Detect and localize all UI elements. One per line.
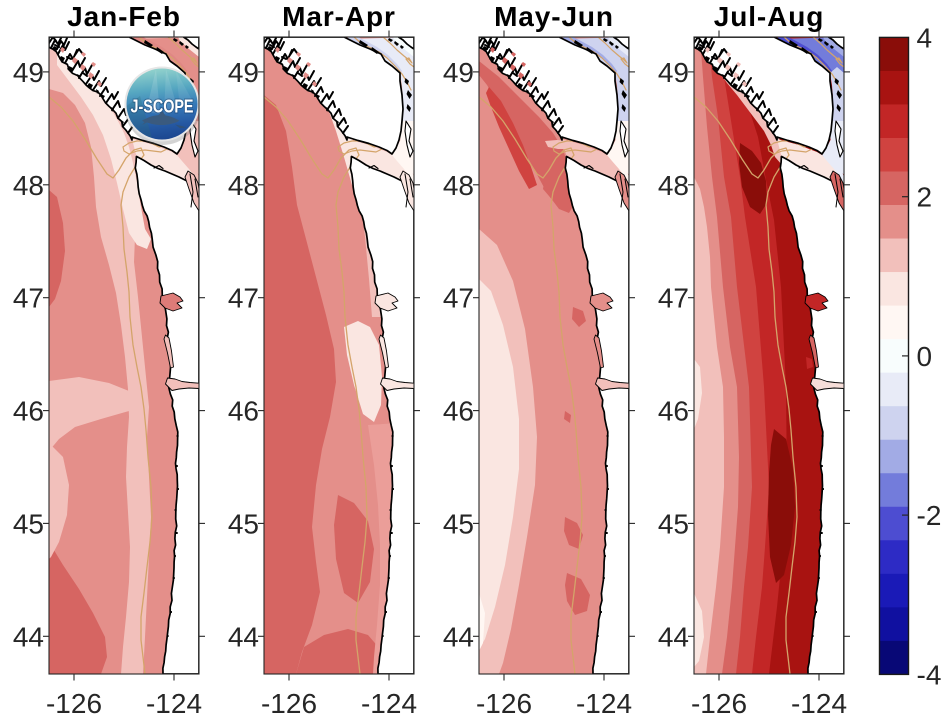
svg-text:-126: -126 bbox=[476, 688, 532, 718]
svg-text:48: 48 bbox=[13, 170, 44, 201]
svg-text:49: 49 bbox=[443, 57, 474, 88]
svg-text:49: 49 bbox=[13, 57, 44, 88]
svg-text:45: 45 bbox=[443, 508, 474, 539]
svg-text:49: 49 bbox=[658, 57, 689, 88]
svg-text:45: 45 bbox=[13, 508, 44, 539]
svg-text:47: 47 bbox=[658, 283, 689, 314]
svg-text:46: 46 bbox=[658, 396, 689, 427]
svg-text:44: 44 bbox=[443, 621, 474, 652]
svg-text:Jan-Feb: Jan-Feb bbox=[67, 1, 181, 32]
svg-text:49: 49 bbox=[228, 57, 259, 88]
svg-text:0: 0 bbox=[917, 341, 933, 372]
svg-text:-124: -124 bbox=[361, 688, 417, 718]
svg-text:45: 45 bbox=[228, 508, 259, 539]
svg-text:46: 46 bbox=[13, 396, 44, 427]
svg-text:-124: -124 bbox=[791, 688, 847, 718]
svg-text:44: 44 bbox=[228, 621, 259, 652]
svg-text:Jul-Aug: Jul-Aug bbox=[714, 1, 825, 32]
svg-text:46: 46 bbox=[443, 396, 474, 427]
svg-text:47: 47 bbox=[13, 283, 44, 314]
svg-text:48: 48 bbox=[228, 170, 259, 201]
svg-text:-126: -126 bbox=[691, 688, 747, 718]
svg-text:44: 44 bbox=[13, 621, 44, 652]
svg-text:48: 48 bbox=[658, 170, 689, 201]
svg-text:2: 2 bbox=[917, 182, 933, 213]
svg-text:-124: -124 bbox=[146, 688, 202, 718]
svg-text:Mar-Apr: Mar-Apr bbox=[282, 1, 396, 32]
svg-text:47: 47 bbox=[443, 283, 474, 314]
svg-text:-4: -4 bbox=[917, 659, 942, 690]
svg-text:47: 47 bbox=[228, 283, 259, 314]
svg-text:-2: -2 bbox=[917, 500, 942, 531]
svg-text:44: 44 bbox=[658, 621, 689, 652]
svg-text:J-SCOPE: J-SCOPE bbox=[131, 96, 194, 116]
svg-text:-126: -126 bbox=[46, 688, 102, 718]
svg-text:-126: -126 bbox=[261, 688, 317, 718]
svg-text:May-Jun: May-Jun bbox=[494, 1, 614, 32]
svg-text:4: 4 bbox=[917, 22, 933, 53]
svg-text:-124: -124 bbox=[576, 688, 632, 718]
svg-text:48: 48 bbox=[443, 170, 474, 201]
svg-text:45: 45 bbox=[658, 508, 689, 539]
svg-text:46: 46 bbox=[228, 396, 259, 427]
